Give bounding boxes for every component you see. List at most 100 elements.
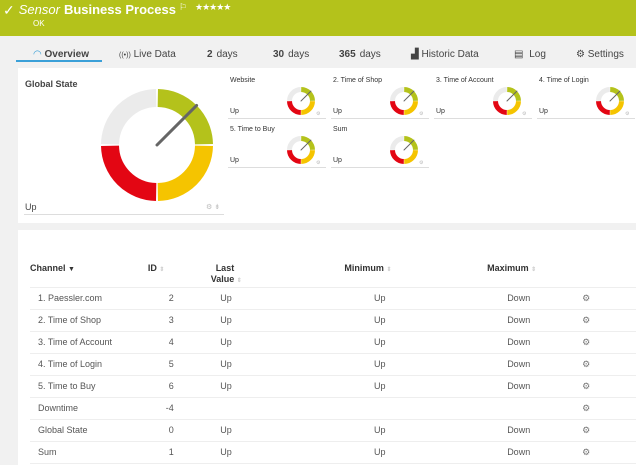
chart-icon: ▟: [411, 49, 419, 60]
header-label: Maximum: [487, 263, 529, 273]
gauge-settings-icon[interactable]: ⚙: [419, 111, 424, 117]
tile-value: Up: [333, 157, 342, 164]
channel-gauge-tile[interactable]: 3. Time of Account Up ⚙: [434, 71, 532, 119]
cell-last-value: Up: [183, 419, 244, 442]
sensor-title-row: ✓ Sensor Business Process ⚐ ★★★★★: [3, 2, 231, 18]
tab-2-days[interactable]: 2 days: [207, 49, 238, 61]
gauge-settings-icon[interactable]: ⚙: [522, 111, 527, 117]
channel-settings-icon[interactable]: ⚙: [536, 419, 636, 442]
cell-last-value: Up: [183, 375, 244, 398]
gauge-segment-red: [287, 100, 302, 115]
tab-settings[interactable]: ⚙ Settings: [576, 49, 624, 61]
table-row[interactable]: 1. Paessler.com 2 Up Up Down ⚙: [30, 287, 636, 310]
gauge-segment-red: [390, 149, 405, 164]
gauge-segment-red: [101, 145, 157, 201]
tab-overview[interactable]: ◠ Overview: [33, 49, 93, 61]
flag-icon[interactable]: ⚐: [178, 2, 188, 12]
channel-settings-icon[interactable]: ⚙: [536, 375, 636, 398]
cell-minimum: Up: [243, 287, 392, 310]
table-row[interactable]: 2. Time of Shop 3 Up Up Down ⚙: [30, 309, 636, 332]
gauge-settings-icon[interactable]: ⚙ ⇟: [206, 204, 221, 211]
cell-minimum: Up: [243, 309, 392, 332]
gauge-needle: [506, 90, 518, 102]
cell-maximum: Down: [391, 375, 537, 398]
tab-label: Historic Data: [421, 49, 479, 60]
table-row[interactable]: Global State 0 Up Up Down ⚙: [30, 419, 636, 442]
gauge-settings-icon[interactable]: ⚙: [316, 111, 321, 117]
tab-30-days[interactable]: 30 days: [273, 49, 309, 61]
tile-value: Up: [539, 108, 548, 115]
col-last-value[interactable]: Last Value ⇕: [183, 255, 244, 288]
tab-label: days: [359, 49, 381, 60]
tab-365-days[interactable]: 365 days: [339, 49, 381, 61]
log-icon: ▤: [514, 49, 524, 60]
tab-num: 365: [339, 49, 356, 60]
status-text: OK: [33, 19, 45, 28]
channel-gauge: [596, 87, 624, 115]
gauge-segment-red: [493, 100, 508, 115]
channel-gauge-tile[interactable]: Website Up ⚙: [228, 71, 326, 119]
channel-gauge-tile[interactable]: Sum Up ⚙: [331, 120, 429, 168]
tab-log[interactable]: ▤ Log: [514, 49, 546, 61]
gauge-icon: ◠: [33, 49, 42, 60]
gauge-segment-grey: [596, 87, 611, 102]
cell-channel[interactable]: 5. Time to Buy: [30, 375, 148, 398]
gauge-segment-red: [596, 100, 611, 115]
cell-channel[interactable]: 3. Time of Account: [30, 331, 148, 354]
tab-historic-data[interactable]: ▟ Historic Data: [411, 49, 479, 61]
cell-id: 0: [147, 419, 184, 442]
channel-settings-icon[interactable]: ⚙: [536, 331, 636, 354]
gauge-segment-yellow: [403, 149, 418, 164]
divider: [228, 118, 326, 119]
table-row[interactable]: 5. Time to Buy 6 Up Up Down ⚙: [30, 375, 636, 398]
gauge-needle: [300, 139, 312, 151]
cell-channel[interactable]: Global State: [30, 419, 148, 442]
col-minimum[interactable]: Minimum ⇕: [243, 255, 392, 288]
priority-stars[interactable]: ★★★★★: [195, 2, 231, 12]
cell-id: 4: [147, 331, 184, 354]
header-label: Last Value: [210, 263, 235, 284]
cell-maximum: [391, 397, 537, 420]
channel-settings-icon[interactable]: ⚙: [536, 397, 636, 420]
tile-title: Website: [230, 77, 256, 84]
cell-minimum: Up: [243, 419, 392, 442]
channel-settings-icon[interactable]: ⚙: [536, 441, 636, 464]
cell-channel[interactable]: 1. Paessler.com: [30, 287, 148, 310]
gauge-needle: [300, 90, 312, 102]
channel-gauge: [390, 136, 418, 164]
sensor-name: Business Process: [63, 2, 176, 17]
tab-live-data[interactable]: ((•)) Live Data: [119, 49, 176, 62]
cell-channel[interactable]: Sum: [30, 441, 148, 464]
divider: [434, 118, 532, 119]
divider: [228, 167, 326, 168]
table-row[interactable]: Sum 1 Up Up Down ⚙: [30, 441, 636, 464]
col-id[interactable]: ID ⇕: [147, 255, 184, 288]
cell-minimum: Up: [243, 441, 392, 464]
cell-maximum: Down: [391, 353, 537, 376]
gauge-segment-yellow: [506, 100, 521, 115]
col-maximum[interactable]: Maximum ⇕: [391, 255, 537, 288]
check-icon: ✓: [3, 2, 15, 18]
cell-minimum: [243, 397, 392, 420]
cell-id: 2: [147, 287, 184, 310]
gauge-settings-icon[interactable]: ⚙: [419, 160, 424, 166]
channel-gauge-tile[interactable]: 4. Time of Login Up ⚙: [537, 71, 635, 119]
cell-channel[interactable]: Downtime: [30, 397, 148, 420]
gauge-settings-icon[interactable]: ⚙: [625, 111, 630, 117]
table-row[interactable]: Downtime -4 ⚙: [30, 397, 636, 420]
channel-settings-icon[interactable]: ⚙: [536, 287, 636, 310]
channel-settings-icon[interactable]: ⚙: [536, 353, 636, 376]
channel-gauge-tile[interactable]: 2. Time of Shop Up ⚙: [331, 71, 429, 119]
sensor-header: ✓ Sensor Business Process ⚐ ★★★★★ OK: [0, 0, 636, 36]
global-state-gauge[interactable]: [100, 88, 214, 202]
channel-gauge-tile[interactable]: 5. Time to Buy Up ⚙: [228, 120, 326, 168]
table-row[interactable]: 4. Time of Login 5 Up Up Down ⚙: [30, 353, 636, 376]
table-row[interactable]: 3. Time of Account 4 Up Up Down ⚙: [30, 331, 636, 354]
gauge-settings-icon[interactable]: ⚙: [316, 160, 321, 166]
col-channel[interactable]: Channel ▼: [30, 255, 148, 288]
gauge-segment-yellow: [157, 145, 213, 201]
cell-channel[interactable]: 2. Time of Shop: [30, 309, 148, 332]
tile-value: Up: [436, 108, 445, 115]
channel-settings-icon[interactable]: ⚙: [536, 309, 636, 332]
cell-channel[interactable]: 4. Time of Login: [30, 353, 148, 376]
